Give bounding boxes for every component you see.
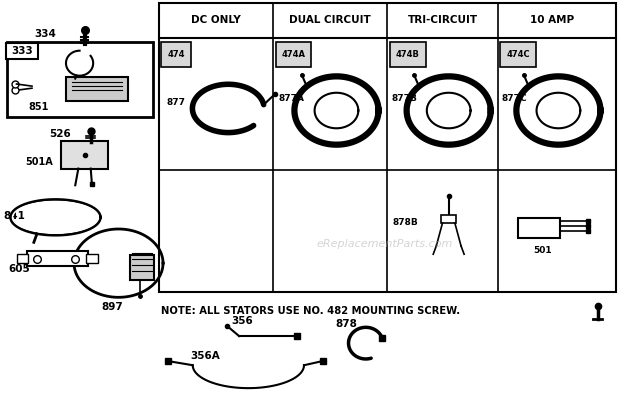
Bar — [6, 43, 38, 59]
Text: 877: 877 — [166, 98, 185, 107]
Text: 501: 501 — [534, 246, 552, 255]
Text: 501A: 501A — [25, 157, 53, 167]
Text: 878B: 878B — [392, 219, 418, 227]
Bar — [275, 41, 311, 66]
Text: DC ONLY: DC ONLY — [191, 15, 241, 25]
Text: 474A: 474A — [281, 49, 306, 59]
Text: 878: 878 — [335, 319, 357, 329]
Bar — [518, 218, 560, 237]
Text: 841: 841 — [4, 212, 25, 222]
Text: 526: 526 — [49, 129, 71, 139]
Text: TRI-CIRCUIT: TRI-CIRCUIT — [407, 15, 477, 25]
Text: 474C: 474C — [506, 49, 529, 59]
Text: 334: 334 — [35, 29, 56, 39]
Bar — [86, 254, 97, 263]
Text: 474: 474 — [167, 49, 185, 59]
Bar — [7, 42, 153, 117]
Text: 877C: 877C — [501, 94, 527, 102]
Bar — [17, 254, 28, 263]
Text: 877A: 877A — [279, 94, 305, 102]
FancyBboxPatch shape — [66, 76, 128, 101]
Text: 356: 356 — [231, 316, 253, 326]
Text: eReplacementParts.com: eReplacementParts.com — [316, 240, 453, 250]
Text: 356A: 356A — [190, 351, 220, 361]
Bar — [61, 141, 108, 168]
Bar — [500, 41, 536, 66]
Text: 333: 333 — [11, 46, 33, 56]
Text: 605: 605 — [9, 265, 30, 274]
Bar — [390, 41, 426, 66]
Text: 851: 851 — [28, 102, 48, 112]
Text: 877B: 877B — [391, 94, 417, 102]
Text: NOTE: ALL STATORS USE NO. 482 MOUNTING SCREW.: NOTE: ALL STATORS USE NO. 482 MOUNTING S… — [161, 306, 459, 316]
Bar — [161, 41, 191, 66]
Text: 897: 897 — [102, 302, 123, 312]
Bar — [130, 255, 154, 280]
Text: DUAL CIRCUIT: DUAL CIRCUIT — [290, 15, 371, 25]
Bar — [159, 3, 616, 292]
Bar — [441, 216, 456, 223]
Text: 10 AMP: 10 AMP — [530, 15, 574, 25]
Bar — [27, 252, 87, 266]
Text: 474B: 474B — [396, 49, 420, 59]
